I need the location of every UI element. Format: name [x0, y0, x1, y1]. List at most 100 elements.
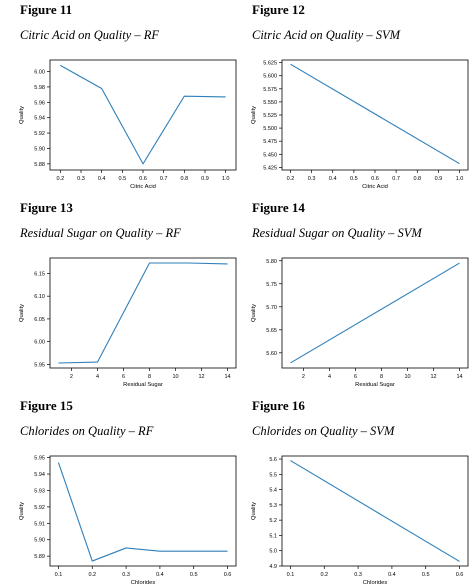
line-chart: 2 4 6 8 10 12 14 5.95 6.00 6.05 6.10 6.15 Residual S…: [19, 257, 237, 388]
plot-frame: [281, 59, 469, 171]
x-tick-label: 0.6: [139, 176, 147, 182]
figure-panel: Figure 12 Citric Acid on Quality – SVM 0…: [250, 2, 474, 192]
x-tick-label: 0.8: [413, 176, 421, 182]
y-tick-label: 5.98: [34, 85, 45, 91]
plot-frame: [49, 59, 237, 171]
x-tick-label: 0.4: [388, 572, 396, 578]
y-tick-label: 5.94: [34, 116, 45, 122]
x-tick-label: 10: [172, 374, 178, 380]
y-tick-label: 6.00: [34, 340, 45, 346]
series-line: [290, 63, 460, 165]
x-tick-label: 12: [198, 374, 204, 380]
y-tick-label: 5.500: [263, 126, 277, 132]
y-tick-label: 5.90: [34, 146, 45, 152]
x-tick-label: 0.4: [98, 176, 106, 182]
figure-caption: Chlorides on Quality – RF: [20, 424, 154, 438]
y-tick-label: 5.625: [263, 61, 277, 67]
y-axis-label: Quality: [19, 502, 25, 520]
figure-label: Figure 11: [20, 2, 73, 17]
series-line: [290, 262, 460, 364]
x-tick-label: 0.3: [122, 572, 130, 578]
x-axis-label: Chlorides: [131, 580, 156, 586]
line-chart: 0.2 0.3 0.4 0.5 0.6 0.7 0.8 0.9 1.0 5.425 5.450 5.4…: [251, 59, 469, 190]
y-tick-label: 5.95: [34, 456, 45, 462]
y-tick-label: 5.450: [263, 152, 277, 158]
x-tick-label: 0.5: [422, 572, 430, 578]
x-tick-label: 12: [430, 374, 436, 380]
plot-frame: [281, 257, 469, 369]
y-tick-label: 6.15: [34, 271, 45, 277]
y-tick-label: 5.96: [34, 100, 45, 106]
y-tick-label: 5.1: [269, 533, 277, 539]
x-tick-label: 8: [380, 374, 383, 380]
line-chart: 0.2 0.3 0.4 0.5 0.6 0.7 0.8 0.9 1.0 5.88 5.90 5.92 5…: [19, 59, 237, 190]
x-tick-label: 0.7: [160, 176, 168, 182]
figure-panel: Figure 15 Chlorides on Quality – RF 0.1 0…: [18, 398, 244, 588]
plot-frame: [49, 455, 237, 567]
y-tick-label: 5.60: [266, 351, 277, 357]
figure-label: Figure 14: [252, 200, 305, 215]
y-tick-label: 5.0: [269, 549, 277, 555]
x-tick-label: 0.2: [320, 572, 328, 578]
y-tick-label: 5.88: [34, 162, 45, 168]
y-tick-label: 5.425: [263, 165, 277, 171]
x-axis-label: Residual Sugar: [355, 382, 395, 388]
y-tick-label: 5.95: [34, 362, 45, 368]
y-axis-label: Quality: [19, 304, 25, 322]
x-tick-label: 14: [456, 374, 462, 380]
y-tick-label: 5.3: [269, 503, 277, 509]
x-tick-label: 0.6: [371, 176, 379, 182]
x-axis-label: Residual Sugar: [123, 382, 163, 388]
y-tick-label: 5.80: [266, 259, 277, 265]
x-tick-label: 6: [354, 374, 357, 380]
figure-caption: Citric Acid on Quality – RF: [20, 28, 159, 42]
figure-caption: Citric Acid on Quality – SVM: [252, 28, 401, 42]
figure-label: Figure 16: [252, 398, 305, 413]
x-tick-label: 0.3: [354, 572, 362, 578]
y-axis-label: Quality: [19, 106, 25, 124]
y-tick-label: 5.92: [34, 505, 45, 511]
x-axis-label: Chlorides: [363, 580, 388, 586]
x-tick-label: 0.2: [88, 572, 96, 578]
line-chart: 0.1 0.2 0.3 0.4 0.5 0.6 4.9 5.0 5.1 5.2 5.3 5.4 5.5 5…: [251, 455, 469, 586]
x-tick-label: 4: [96, 374, 99, 380]
y-tick-label: 5.90: [34, 538, 45, 544]
y-tick-label: 5.65: [266, 328, 277, 334]
figure-panel: Figure 14 Residual Sugar on Quality – SV…: [250, 200, 474, 390]
x-tick-label: 0.5: [350, 176, 358, 182]
y-tick-label: 5.70: [266, 305, 277, 311]
x-tick-label: 0.1: [55, 572, 63, 578]
x-axis-label: Citric Acid: [362, 184, 388, 190]
x-tick-label: 0.4: [156, 572, 164, 578]
series-line: [58, 262, 228, 364]
y-tick-label: 5.93: [34, 488, 45, 494]
x-tick-label: 0.7: [392, 176, 400, 182]
x-tick-label: 0.3: [77, 176, 85, 182]
series-line: [57, 462, 228, 562]
series-line: [290, 460, 460, 562]
y-tick-label: 6.10: [34, 294, 45, 300]
x-tick-label: 0.5: [119, 176, 127, 182]
figure-label: Figure 13: [20, 200, 73, 215]
x-tick-label: 0.1: [287, 572, 295, 578]
y-tick-label: 5.6: [269, 457, 277, 463]
x-tick-label: 0.4: [329, 176, 337, 182]
x-tick-label: 0.2: [57, 176, 65, 182]
x-tick-label: 10: [404, 374, 410, 380]
y-axis-label: Quality: [251, 106, 257, 124]
y-tick-label: 6.05: [34, 317, 45, 323]
x-tick-label: 0.9: [201, 176, 209, 182]
x-tick-label: 0.9: [435, 176, 443, 182]
x-tick-label: 0.3: [308, 176, 316, 182]
x-tick-label: 14: [224, 374, 230, 380]
x-tick-label: 1.0: [456, 176, 464, 182]
x-tick-label: 0.6: [224, 572, 232, 578]
figure-caption: Residual Sugar on Quality – SVM: [252, 226, 422, 240]
x-axis-label: Citric Acid: [130, 184, 156, 190]
y-tick-label: 4.9: [269, 564, 277, 570]
x-tick-label: 0.8: [181, 176, 189, 182]
series-line: [60, 64, 226, 165]
y-tick-label: 5.475: [263, 139, 277, 145]
y-tick-label: 5.525: [263, 113, 277, 119]
y-tick-label: 5.89: [34, 554, 45, 560]
